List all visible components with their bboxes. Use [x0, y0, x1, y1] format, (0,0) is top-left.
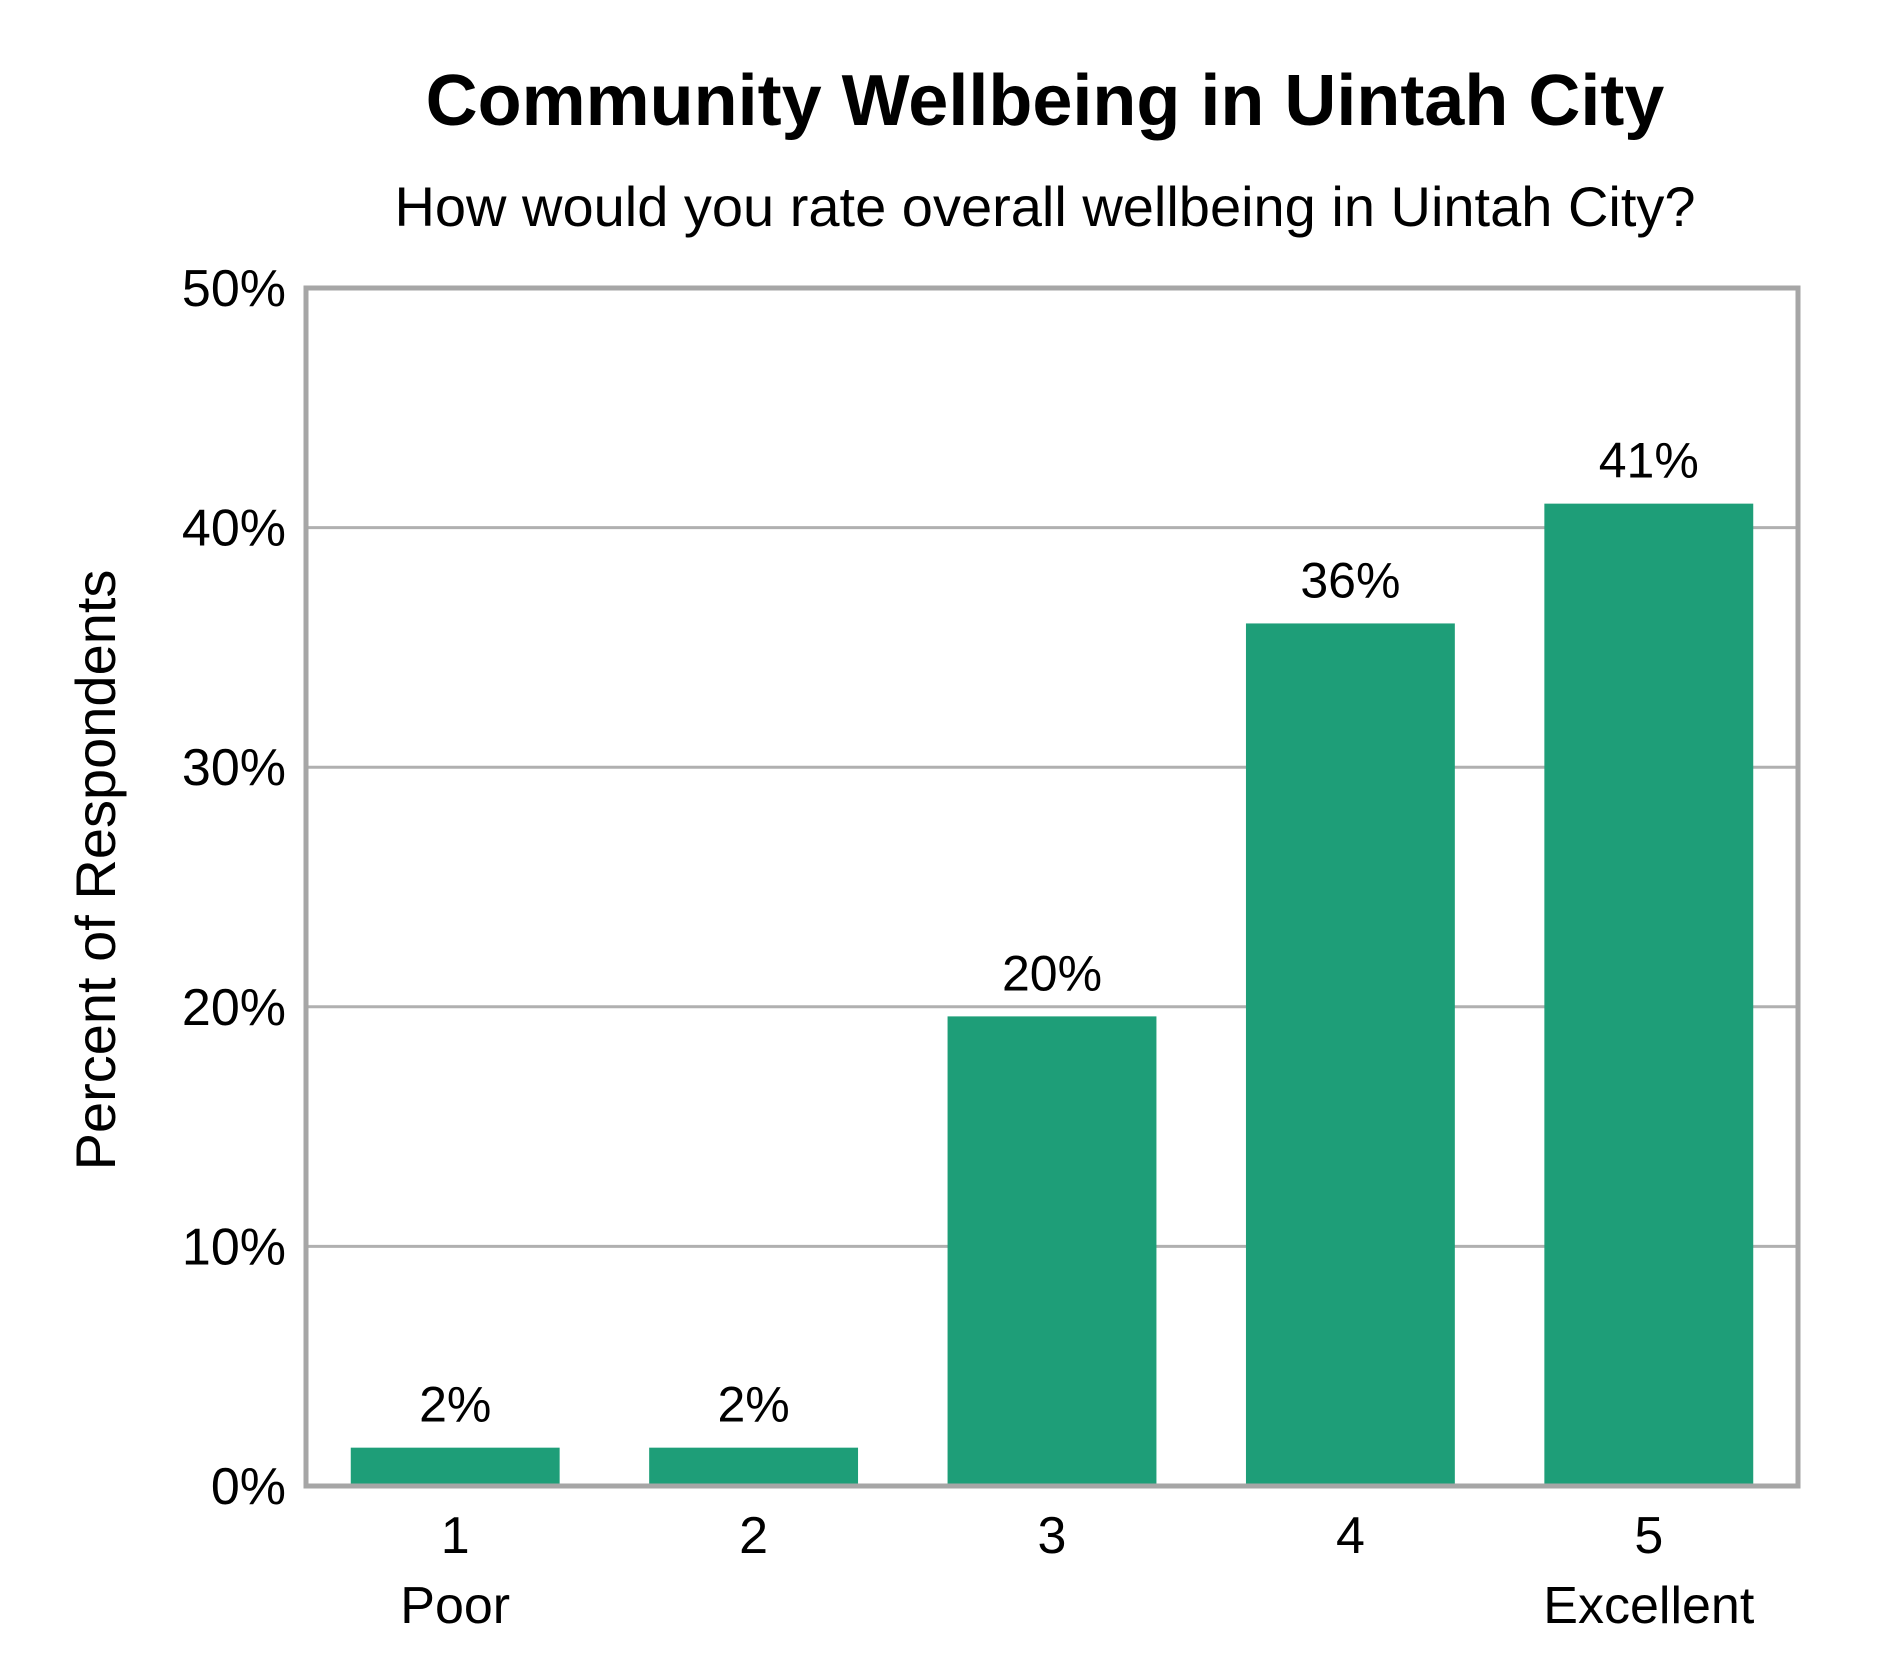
data-label: 2% [717, 1377, 789, 1433]
chart-title: Community Wellbeing in Uintah City [426, 61, 1665, 141]
y-tick-label: 50% [182, 260, 286, 318]
data-label: 2% [419, 1377, 491, 1433]
chart-subtitle: How would you rate overall wellbeing in … [394, 175, 1695, 238]
x-axis-ticks: 1 Poor 2 3 4 5 Excellent [400, 1507, 1755, 1635]
bar [649, 1447, 859, 1486]
plot-frame [303, 285, 1801, 1489]
bar [1245, 623, 1455, 1486]
y-tick-label: 10% [182, 1218, 286, 1276]
x-tick-label: 4 [1336, 1507, 1365, 1565]
bar [1544, 503, 1754, 1486]
y-axis-label: Percent of Respondents [64, 570, 127, 1171]
y-tick-label: 30% [182, 739, 286, 797]
data-label: 36% [1300, 552, 1400, 608]
x-tick-sublabel: Poor [400, 1577, 510, 1635]
bar [947, 1016, 1157, 1486]
x-tick-label: 2 [739, 1507, 768, 1565]
data-label: 20% [1002, 945, 1102, 1001]
y-tick-label: 0% [211, 1458, 286, 1516]
y-axis-ticks: 0% 10% 20% 30% 40% 50% [182, 260, 286, 1516]
bar [350, 1447, 560, 1486]
data-label: 41% [1599, 433, 1699, 489]
y-tick-label: 40% [182, 500, 286, 558]
x-tick-label: 3 [1038, 1507, 1067, 1565]
bars [350, 503, 1754, 1486]
data-labels: 2% 2% 20% 36% 41% [419, 433, 1699, 1433]
y-tick-label: 20% [182, 979, 286, 1037]
x-tick-label: 1 [441, 1507, 470, 1565]
x-tick-sublabel: Excellent [1543, 1577, 1755, 1635]
x-tick-label: 5 [1634, 1507, 1663, 1565]
